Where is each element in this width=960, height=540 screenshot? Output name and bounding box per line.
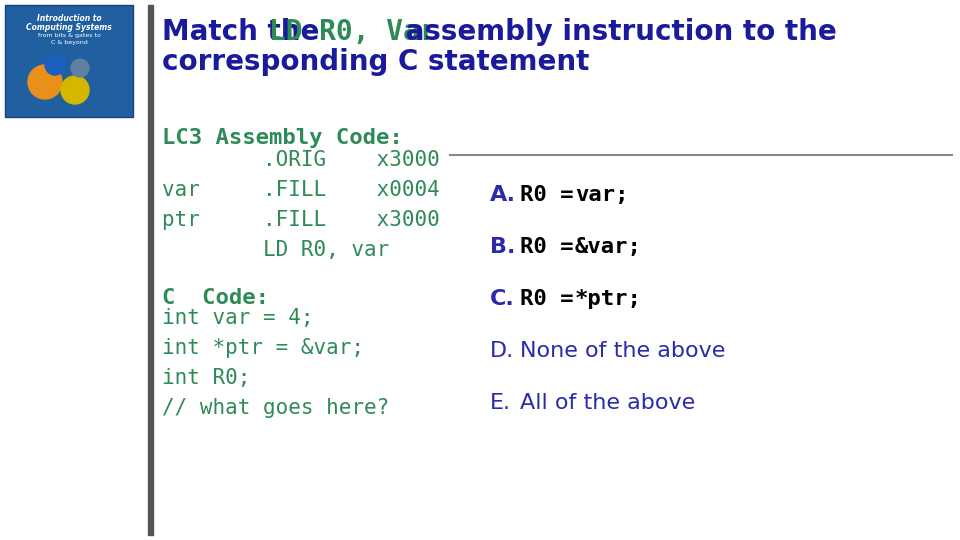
Text: E.: E. [490,393,511,413]
Text: from bits & gates to: from bits & gates to [37,33,101,38]
Text: D.: D. [490,341,515,361]
Text: int *ptr = &var;: int *ptr = &var; [162,338,364,358]
Text: C.: C. [490,289,515,309]
Text: LD R0, var: LD R0, var [162,240,389,260]
Circle shape [71,59,89,77]
Circle shape [45,55,65,75]
Text: &var;: &var; [575,237,642,257]
Text: var;: var; [575,185,629,205]
Text: Computing Systems: Computing Systems [26,23,112,32]
Text: B.: B. [490,237,516,257]
Text: int R0;: int R0; [162,368,251,388]
Text: *ptr;: *ptr; [575,289,642,309]
Text: None of the above: None of the above [520,341,726,361]
Text: int var = 4;: int var = 4; [162,308,314,328]
Circle shape [28,65,62,99]
Text: Match the: Match the [162,18,329,46]
Text: Introduction to: Introduction to [36,14,102,23]
Bar [148,5,153,535]
Text: R0 =: R0 = [520,289,587,309]
Text: C  Code:: C Code: [162,288,269,308]
Text: LC3 Assembly Code:: LC3 Assembly Code: [162,128,403,148]
Text: .ORIG    x3000: .ORIG x3000 [162,150,440,170]
Text: R0 =: R0 = [520,185,587,205]
Circle shape [61,76,89,104]
Text: A.: A. [490,185,516,205]
Text: C & beyond: C & beyond [51,40,87,45]
Text: ptr     .FILL    x3000: ptr .FILL x3000 [162,210,440,230]
Text: R0 =: R0 = [520,237,587,257]
Text: LD R0, Var: LD R0, Var [269,18,437,46]
FancyBboxPatch shape [5,5,133,117]
Text: var     .FILL    x0004: var .FILL x0004 [162,180,440,200]
Text: assembly instruction to the: assembly instruction to the [396,18,837,46]
Text: corresponding C statement: corresponding C statement [162,48,589,76]
Text: All of the above: All of the above [520,393,695,413]
Text: // what goes here?: // what goes here? [162,398,389,418]
